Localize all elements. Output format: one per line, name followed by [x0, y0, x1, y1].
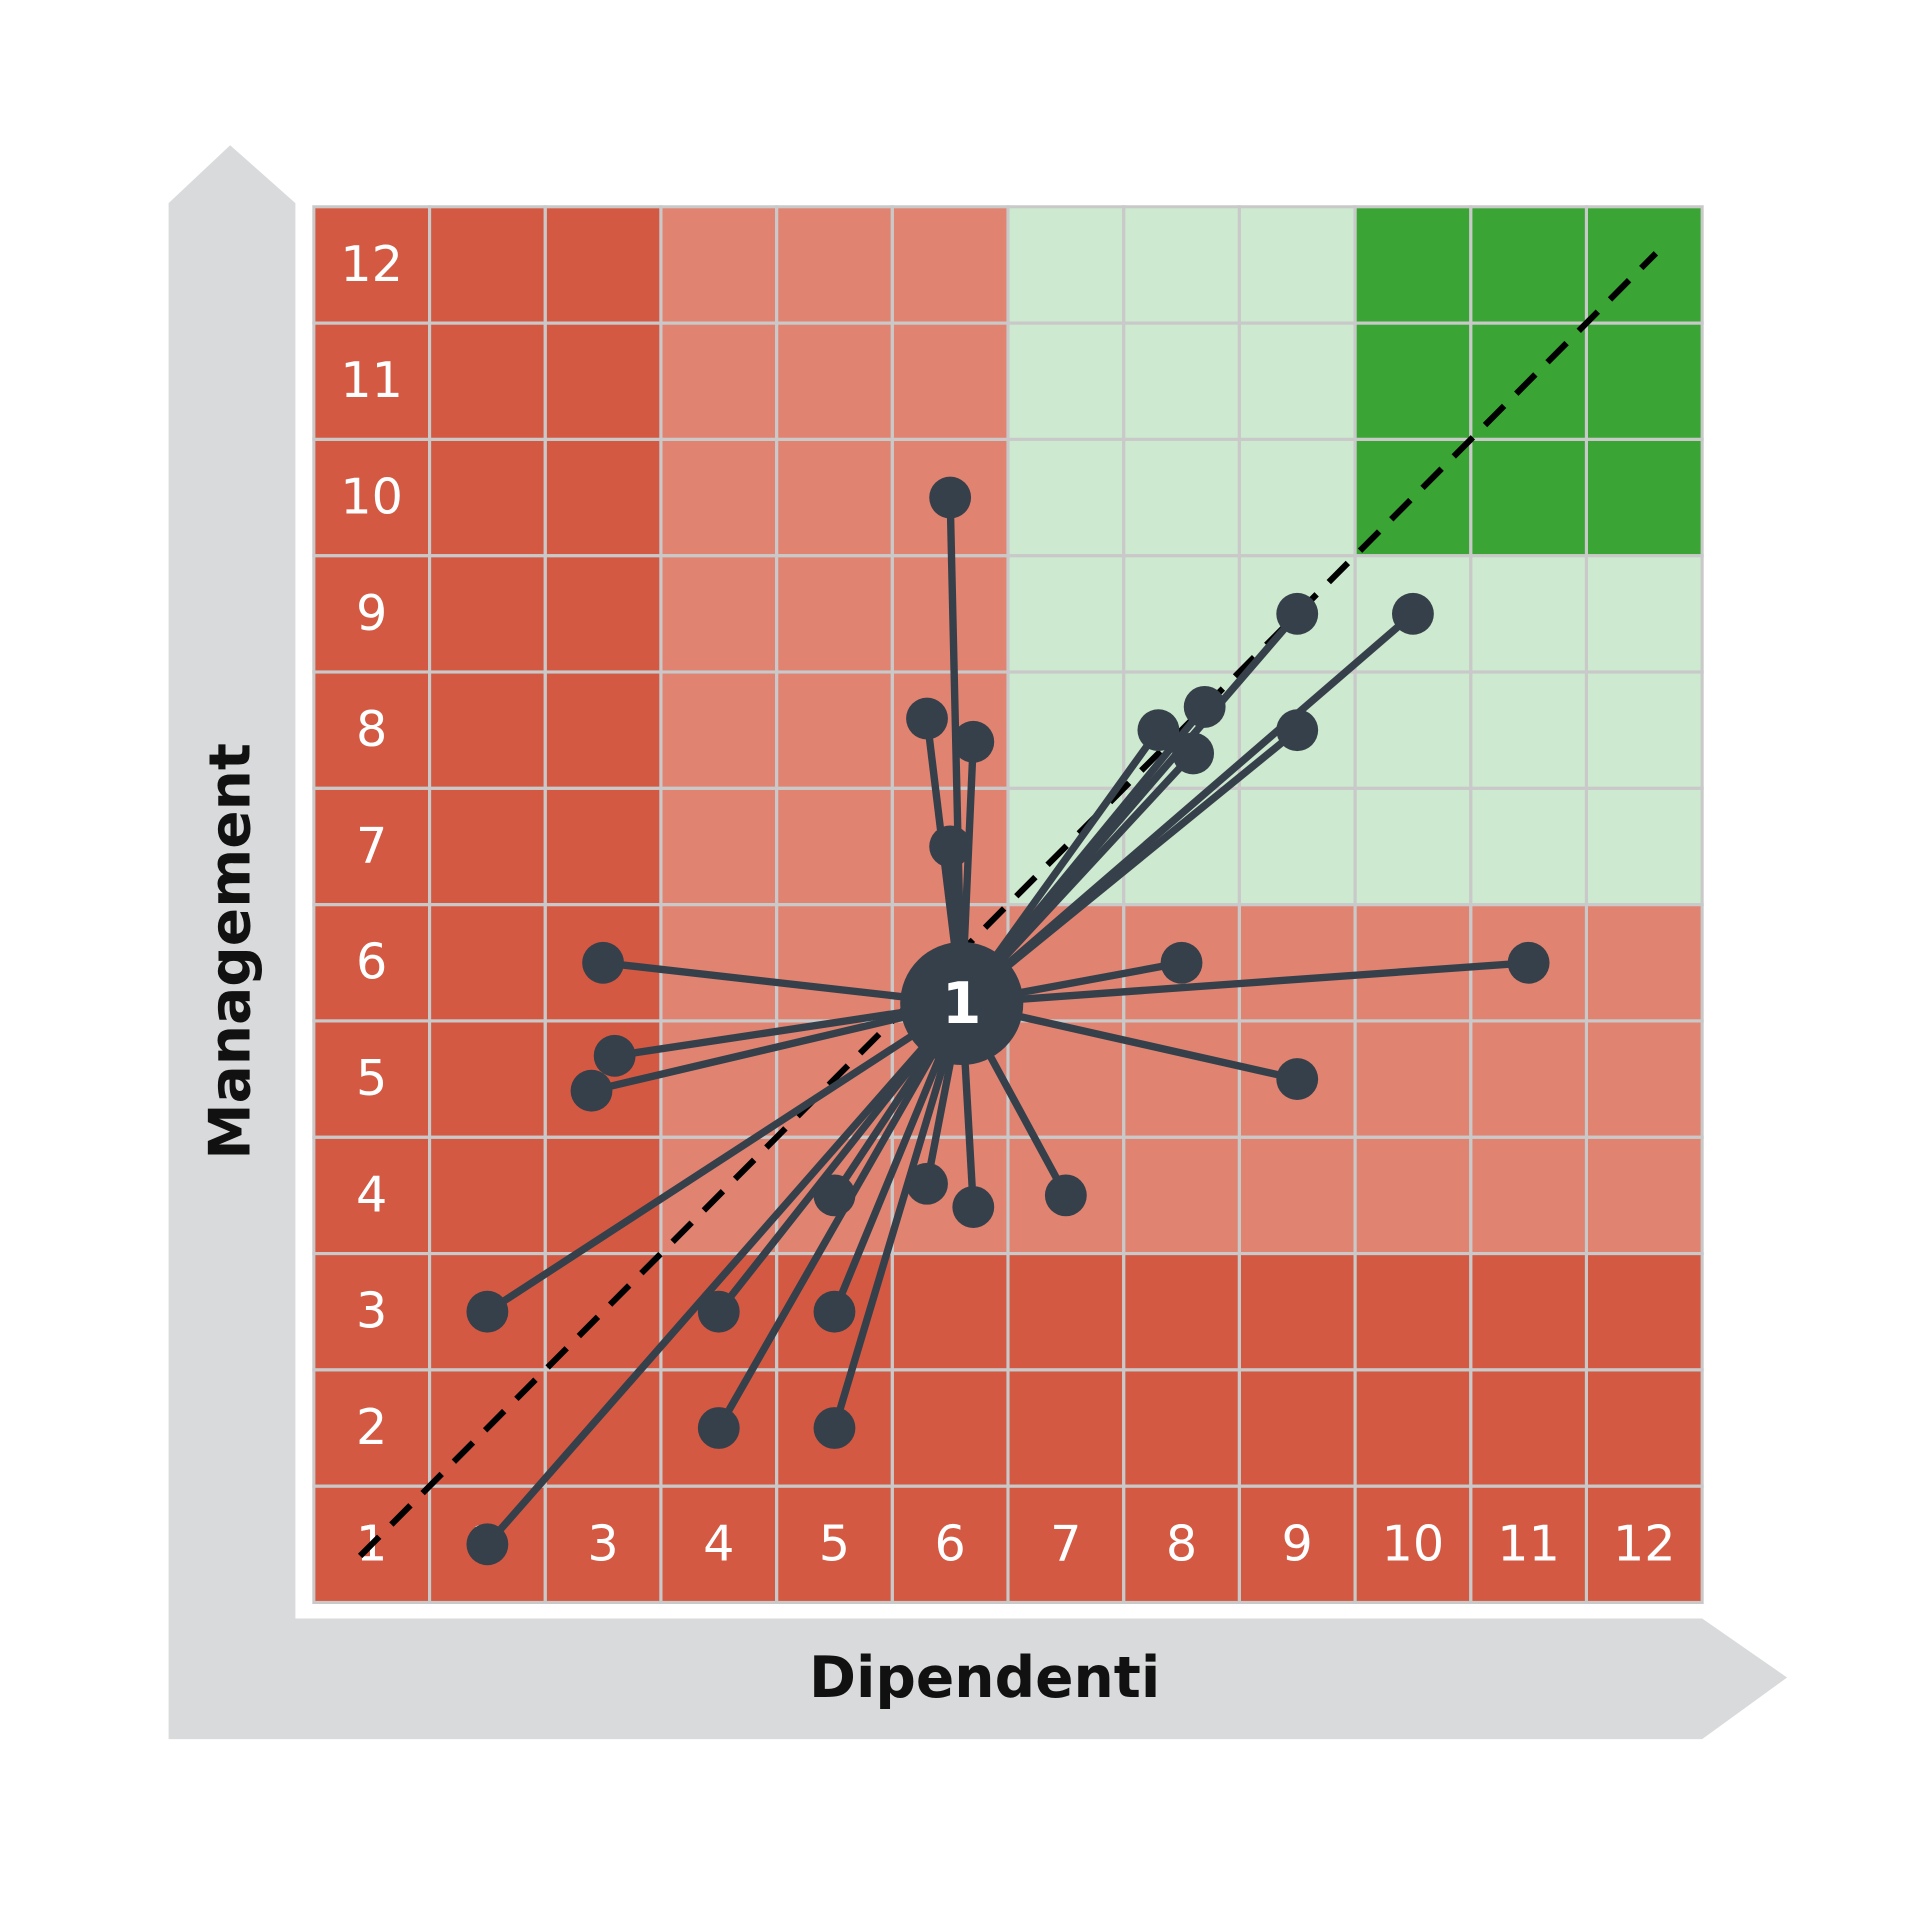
y-tick-label: 9: [356, 584, 387, 642]
y-tick-label: 6: [356, 933, 387, 991]
y-tick-label: 2: [356, 1398, 387, 1456]
link: [958, 704, 1208, 1006]
point: [1276, 709, 1319, 752]
link: [590, 999, 963, 1095]
reference-line: [357, 251, 1659, 1559]
y-tick-label: 3: [356, 1282, 387, 1340]
y-tick-label: 4: [356, 1165, 387, 1223]
point: [1276, 1058, 1319, 1100]
y-axis-title: Management: [197, 743, 263, 1160]
grid-cell: [1584, 205, 1704, 325]
link: [961, 959, 1529, 1008]
plot-area: 1234567891011121234567891011121: [312, 205, 1704, 1604]
point: [697, 1407, 740, 1449]
point: [952, 1186, 995, 1228]
point: [1507, 941, 1550, 984]
x-tick-label: 12: [1613, 1514, 1676, 1572]
point: [570, 1069, 613, 1112]
point: [813, 1174, 856, 1217]
point: [952, 720, 995, 763]
point: [593, 1034, 636, 1077]
link: [484, 1001, 965, 1547]
point: [1044, 1174, 1087, 1217]
x-tick-label: 4: [703, 1514, 734, 1572]
x-tick-label: 6: [934, 1514, 965, 1572]
point: [906, 1162, 948, 1205]
point: [1276, 592, 1319, 635]
x-tick-label: 5: [819, 1514, 850, 1572]
point: [813, 1407, 856, 1449]
point: [1392, 592, 1434, 635]
point: [1172, 732, 1215, 775]
hub-label: 1: [942, 971, 981, 1037]
y-tick-label: 11: [340, 351, 403, 409]
y-tick-label: 12: [340, 235, 403, 293]
x-tick-label: 9: [1282, 1514, 1313, 1572]
x-axis-title: Dipendenti: [809, 1645, 1160, 1711]
point: [466, 1523, 509, 1566]
link: [959, 727, 1300, 1007]
link: [485, 1000, 964, 1315]
x-tick-label: 10: [1382, 1514, 1445, 1572]
y-tick-label: 8: [356, 700, 387, 758]
x-tick-label: 11: [1497, 1514, 1560, 1572]
hub: [900, 941, 1024, 1066]
y-tick-label: 5: [356, 1049, 387, 1107]
x-tick-label: 8: [1166, 1514, 1197, 1572]
point: [1183, 685, 1226, 728]
point: [929, 825, 972, 868]
point: [906, 697, 948, 740]
point: [582, 941, 624, 984]
point: [1160, 941, 1203, 984]
link: [715, 1001, 965, 1430]
x-tick-label: 3: [587, 1514, 618, 1572]
point: [1137, 709, 1180, 752]
x-tick-label: 7: [1050, 1514, 1081, 1572]
point: [466, 1290, 509, 1333]
point: [813, 1290, 856, 1333]
point: [929, 476, 972, 519]
y-tick-label: 10: [340, 468, 403, 526]
y-tick-label: 7: [356, 816, 387, 874]
point: [697, 1290, 740, 1333]
link: [830, 1002, 966, 1430]
